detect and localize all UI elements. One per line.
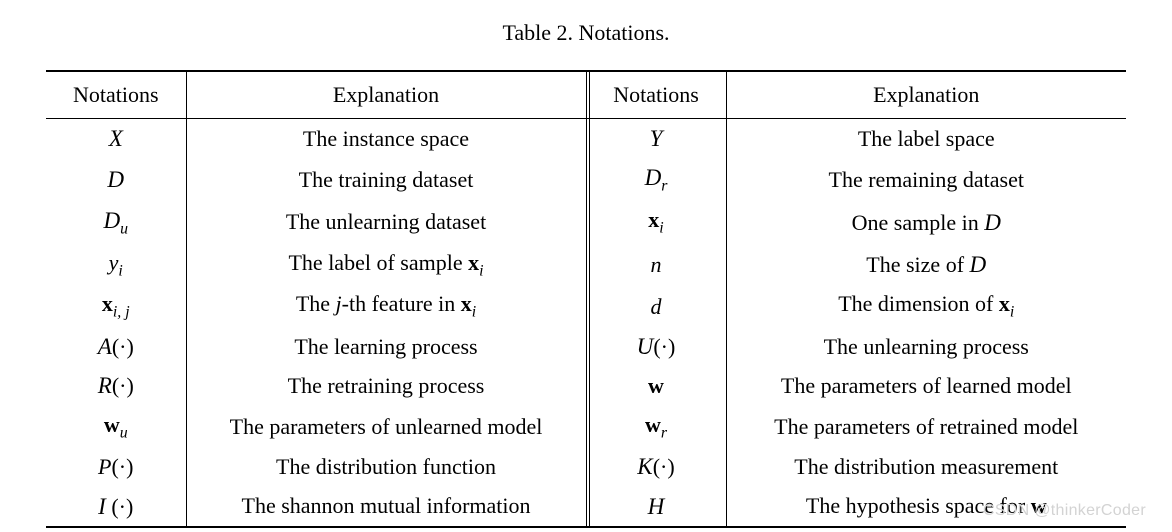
notation-cell: d xyxy=(586,285,726,327)
notation-cell: Dr xyxy=(586,158,726,201)
explanation-cell: The parameters of retrained model xyxy=(726,406,1126,448)
table-row: wuThe parameters of unlearned modelwrThe… xyxy=(46,406,1126,448)
notation-cell: A(·) xyxy=(46,327,186,366)
notation-cell: P(·) xyxy=(46,447,186,486)
explanation-cell: One sample in D xyxy=(726,201,1126,244)
explanation-cell: The retraining process xyxy=(186,366,586,405)
notations-table: Notations Explanation Notations Explanat… xyxy=(46,70,1126,528)
explanation-cell: The distribution measurement xyxy=(726,447,1126,486)
table-row: yiThe label of sample xinThe size of D xyxy=(46,244,1126,286)
table-body: XThe instance spaceYThe label spaceDThe … xyxy=(46,119,1126,527)
explanation-cell: The unlearning process xyxy=(726,327,1126,366)
notation-cell: X xyxy=(46,119,186,159)
header-notations-right: Notations xyxy=(586,71,726,119)
watermark: CSDN @thinkerCoder xyxy=(983,502,1146,520)
notation-cell: n xyxy=(586,244,726,286)
explanation-cell: The j-th feature in xi xyxy=(186,285,586,327)
table-row: xi, jThe j-th feature in xidThe dimensio… xyxy=(46,285,1126,327)
explanation-cell: The learning process xyxy=(186,327,586,366)
table-caption: Table 2. Notations. xyxy=(46,20,1126,46)
table-row: DThe training datasetDrThe remaining dat… xyxy=(46,158,1126,201)
header-explanation-right: Explanation xyxy=(726,71,1126,119)
notation-cell: Y xyxy=(586,119,726,159)
explanation-cell: The training dataset xyxy=(186,158,586,201)
explanation-cell: The label of sample xi xyxy=(186,244,586,286)
explanation-cell: The dimension of xi xyxy=(726,285,1126,327)
explanation-cell: The instance space xyxy=(186,119,586,159)
header-explanation-left: Explanation xyxy=(186,71,586,119)
notation-cell: K(·) xyxy=(586,447,726,486)
explanation-cell: The remaining dataset xyxy=(726,158,1126,201)
table-header-row: Notations Explanation Notations Explanat… xyxy=(46,71,1126,119)
table-row: R(·)The retraining processwThe parameter… xyxy=(46,366,1126,405)
explanation-cell: The distribution function xyxy=(186,447,586,486)
notation-cell: H xyxy=(586,487,726,527)
notation-cell: R(·) xyxy=(46,366,186,405)
explanation-cell: The size of D xyxy=(726,244,1126,286)
table-row: I (·)The shannon mutual informationHThe … xyxy=(46,487,1126,527)
explanation-cell: The label space xyxy=(726,119,1126,159)
notation-cell: U(·) xyxy=(586,327,726,366)
table-row: XThe instance spaceYThe label space xyxy=(46,119,1126,159)
notation-cell: D xyxy=(46,158,186,201)
notation-cell: wu xyxy=(46,406,186,448)
notation-cell: I (·) xyxy=(46,487,186,527)
notation-cell: yi xyxy=(46,244,186,286)
table-row: DuThe unlearning datasetxiOne sample in … xyxy=(46,201,1126,244)
notation-cell: Du xyxy=(46,201,186,244)
notation-cell: w xyxy=(586,366,726,405)
explanation-cell: The shannon mutual information xyxy=(186,487,586,527)
explanation-cell: The parameters of unlearned model xyxy=(186,406,586,448)
table-row: P(·)The distribution functionK(·)The dis… xyxy=(46,447,1126,486)
header-notations-left: Notations xyxy=(46,71,186,119)
table-row: A(·)The learning processU(·)The unlearni… xyxy=(46,327,1126,366)
table-container: Table 2. Notations. Notations Explanatio… xyxy=(46,0,1126,528)
explanation-cell: The parameters of learned model xyxy=(726,366,1126,405)
explanation-cell: The unlearning dataset xyxy=(186,201,586,244)
notation-cell: wr xyxy=(586,406,726,448)
notation-cell: xi, j xyxy=(46,285,186,327)
notation-cell: xi xyxy=(586,201,726,244)
